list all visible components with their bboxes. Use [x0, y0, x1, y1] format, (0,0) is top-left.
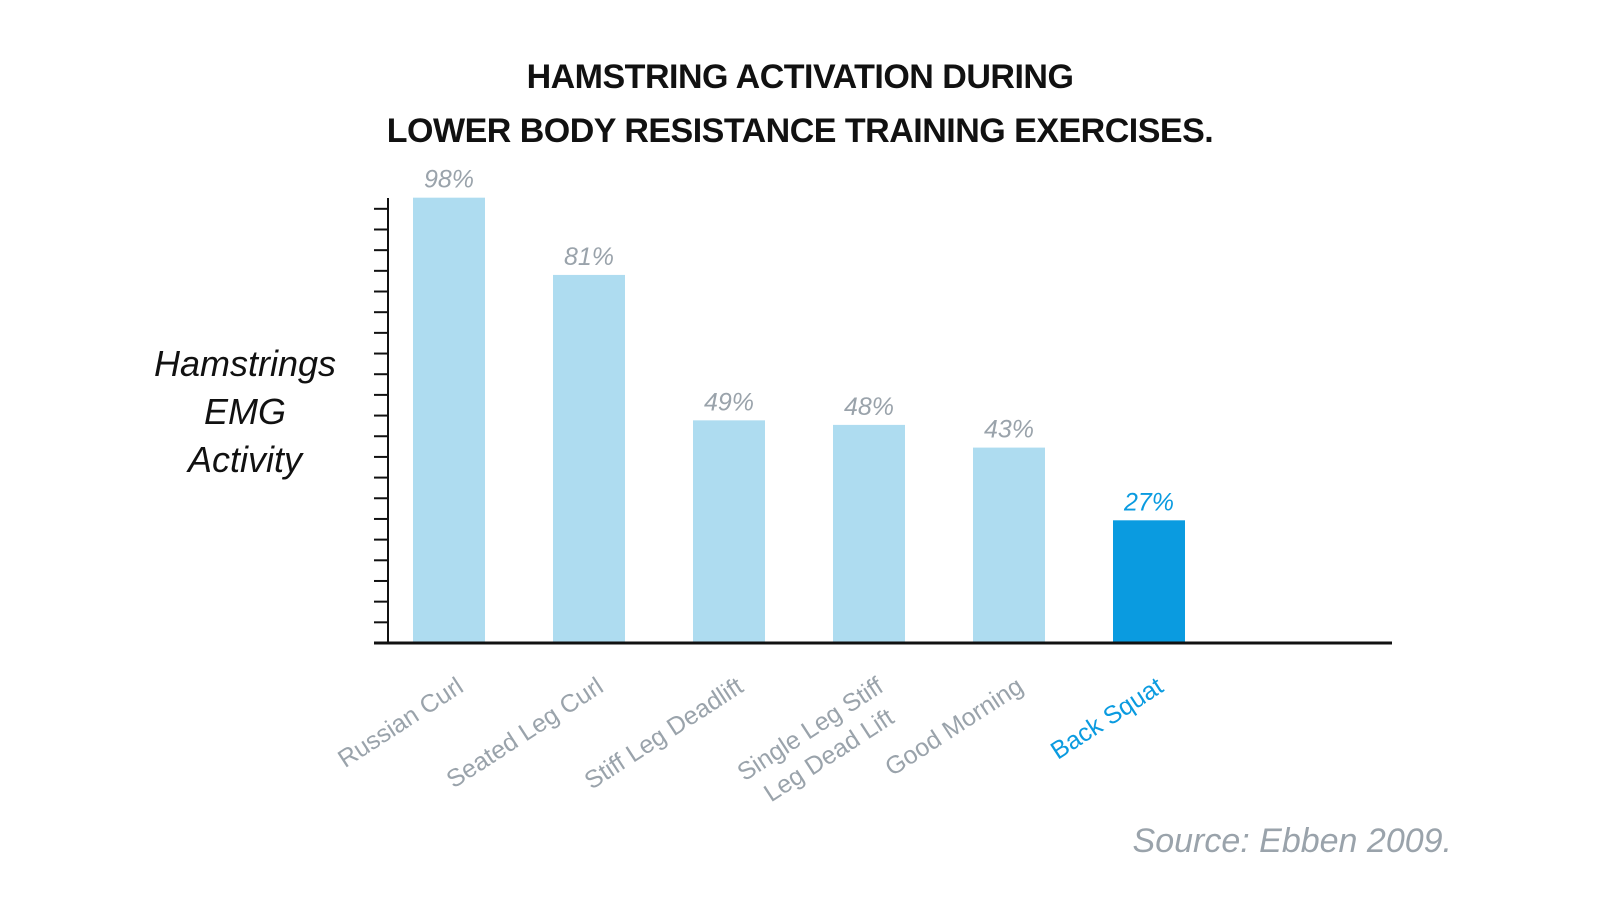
- chart-title-line-1: HAMSTRING ACTIVATION DURING: [526, 58, 1074, 96]
- category-label-0: Russian Curl: [333, 672, 468, 773]
- source-note: Source: Ebben 2009.: [1132, 822, 1452, 860]
- y-axis-ticks: [374, 207, 388, 644]
- value-labels-group: 98% 81% 49% 48% 43% 27%: [424, 166, 1174, 517]
- bar-4: [973, 447, 1045, 643]
- y-axis-label-line-3: Activity: [187, 439, 302, 480]
- y-axis-label-line-2: EMG: [203, 391, 286, 432]
- bar-0: [413, 197, 485, 643]
- y-axis-label: Hamstrings EMG Activity: [120, 340, 370, 484]
- bar-2: [693, 420, 765, 643]
- value-label-3: 48%: [844, 393, 894, 421]
- category-label-5: Back Squat: [1046, 672, 1169, 765]
- value-label-2: 49%: [704, 388, 754, 416]
- category-label-5-line-0: Back Squat: [1046, 672, 1169, 765]
- value-label-4: 43%: [984, 416, 1034, 444]
- chart-title-line-2: LOWER BODY RESISTANCE TRAINING EXERCISES…: [386, 112, 1214, 150]
- category-label-0-line-0: Russian Curl: [333, 672, 468, 773]
- bar-3: [833, 424, 905, 643]
- bar-5: [1113, 520, 1185, 643]
- bar-1: [553, 274, 625, 643]
- value-label-5: 27%: [1123, 488, 1174, 516]
- category-label-4-line-0: Good Morning: [880, 672, 1028, 782]
- category-label-4: Good Morning: [880, 672, 1028, 782]
- bars-group: [413, 197, 1185, 643]
- y-axis-label-line-1: Hamstrings: [153, 343, 337, 384]
- value-label-1: 81%: [564, 243, 614, 271]
- value-label-0: 98%: [424, 166, 474, 194]
